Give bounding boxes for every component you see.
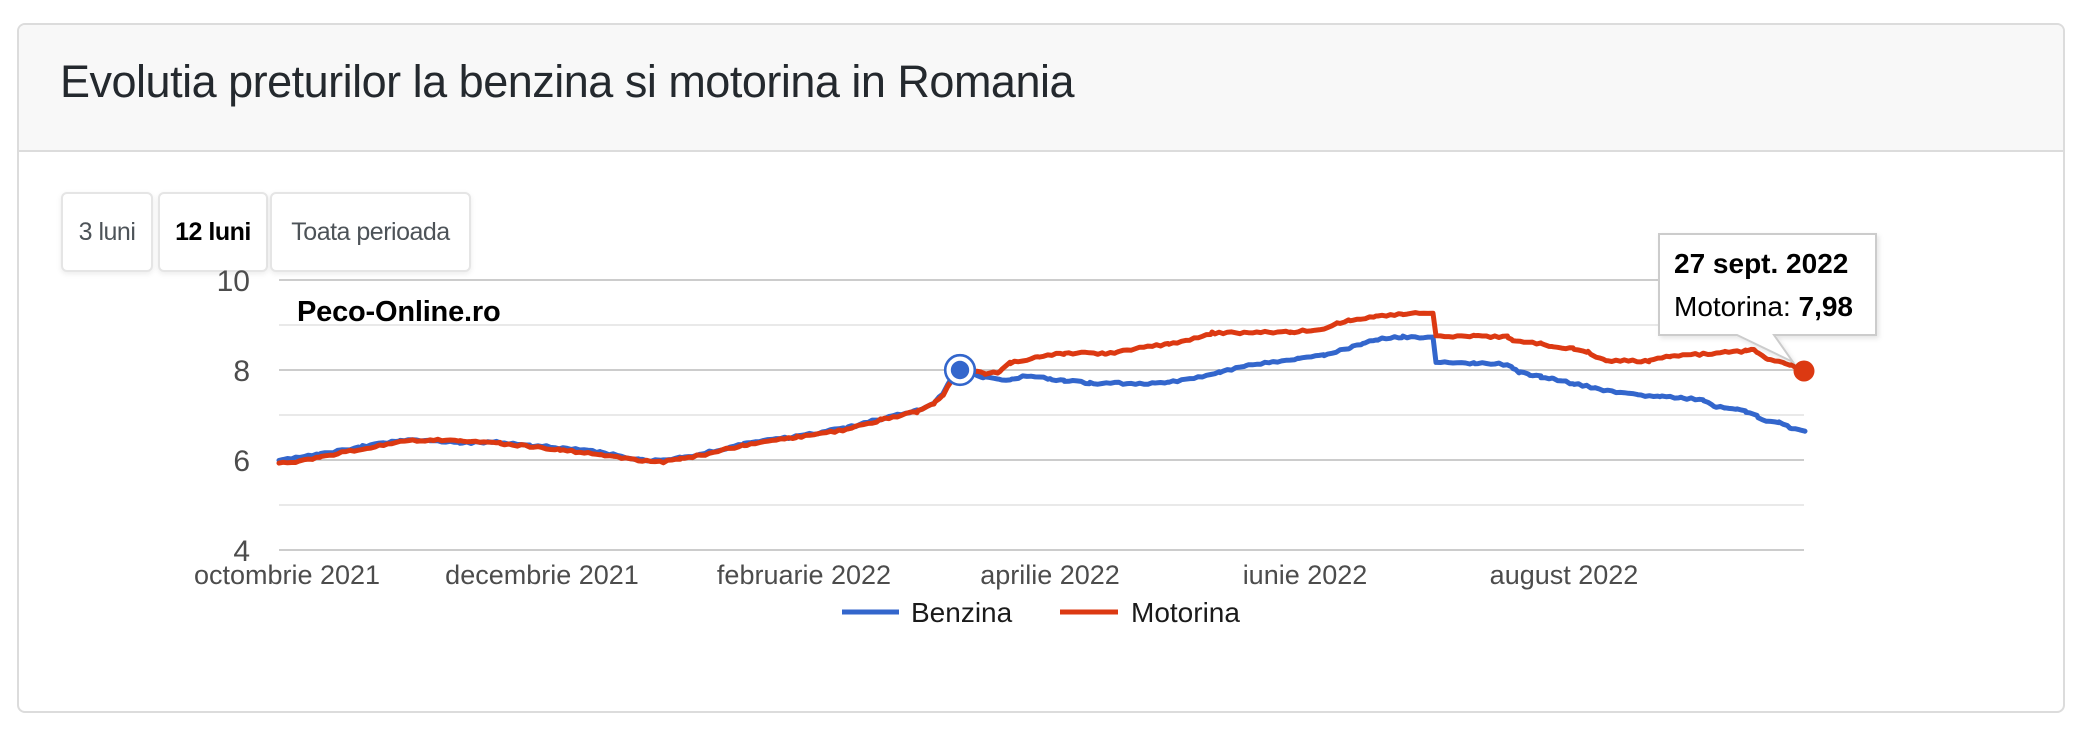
svg-text:27 sept. 2022: 27 sept. 2022 xyxy=(1674,248,1848,279)
svg-text:februarie 2022: februarie 2022 xyxy=(717,560,891,590)
svg-text:octombrie 2021: octombrie 2021 xyxy=(194,560,380,590)
svg-text:10: 10 xyxy=(217,265,250,298)
svg-text:Motorina: Motorina xyxy=(1131,597,1240,628)
svg-text:Motorina: 7,98: Motorina: 7,98 xyxy=(1674,291,1853,322)
svg-text:Benzina: Benzina xyxy=(911,597,1013,628)
svg-text:aprilie 2022: aprilie 2022 xyxy=(980,560,1120,590)
svg-text:decembrie 2021: decembrie 2021 xyxy=(445,560,639,590)
svg-text:8: 8 xyxy=(233,355,250,388)
svg-text:4: 4 xyxy=(233,535,250,568)
svg-text:Peco-Online.ro: Peco-Online.ro xyxy=(297,296,500,328)
svg-text:iunie 2022: iunie 2022 xyxy=(1243,560,1368,590)
svg-text:6: 6 xyxy=(233,445,250,478)
svg-text:august 2022: august 2022 xyxy=(1490,560,1639,590)
